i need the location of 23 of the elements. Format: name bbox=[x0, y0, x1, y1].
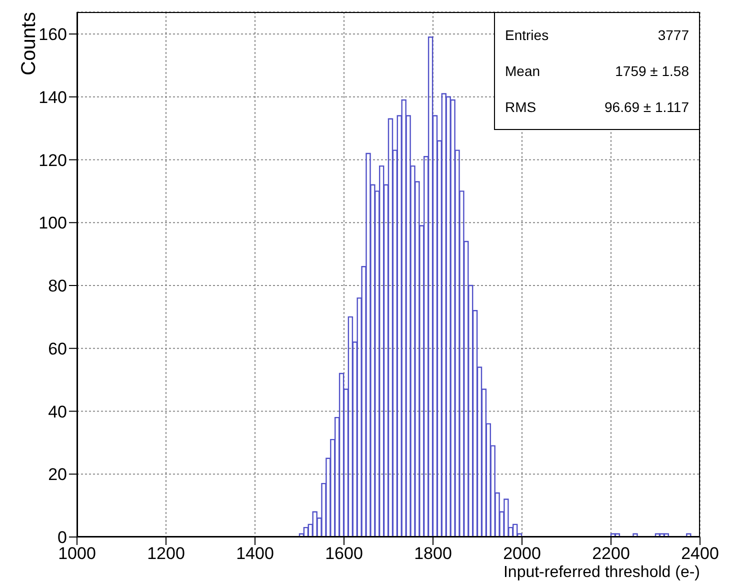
y-tick-label: 80 bbox=[48, 276, 67, 296]
x-tick-label: 1800 bbox=[414, 544, 452, 564]
x-tick-label: 1600 bbox=[325, 544, 363, 564]
annotation: Entries bbox=[505, 27, 549, 43]
x-tick-label: 1400 bbox=[236, 544, 274, 564]
y-tick-label: 40 bbox=[48, 402, 67, 422]
y-tick-label: 120 bbox=[38, 150, 67, 170]
y-tick-label: 140 bbox=[38, 88, 67, 107]
annotation: 1759 ± 1.58 bbox=[615, 63, 689, 79]
annotation: 96.69 ± 1.117 bbox=[604, 99, 689, 115]
y-tick-label: 20 bbox=[48, 465, 67, 484]
y-tick-label: 100 bbox=[38, 214, 67, 233]
x-axis-title: Input-referred threshold (e-) bbox=[503, 564, 700, 581]
x-tick-label: 2200 bbox=[592, 544, 630, 564]
annotation: RMS bbox=[505, 99, 536, 115]
x-tick-label: 2000 bbox=[503, 544, 541, 564]
y-tick-label: 160 bbox=[38, 25, 67, 44]
y-tick-label: 60 bbox=[48, 339, 67, 358]
y-axis-title: Counts bbox=[18, 12, 40, 76]
annotation: Mean bbox=[505, 63, 540, 79]
x-tick-label: 2400 bbox=[681, 544, 719, 564]
x-tick-label: 1200 bbox=[147, 544, 185, 564]
annotation: 3777 bbox=[658, 27, 689, 43]
